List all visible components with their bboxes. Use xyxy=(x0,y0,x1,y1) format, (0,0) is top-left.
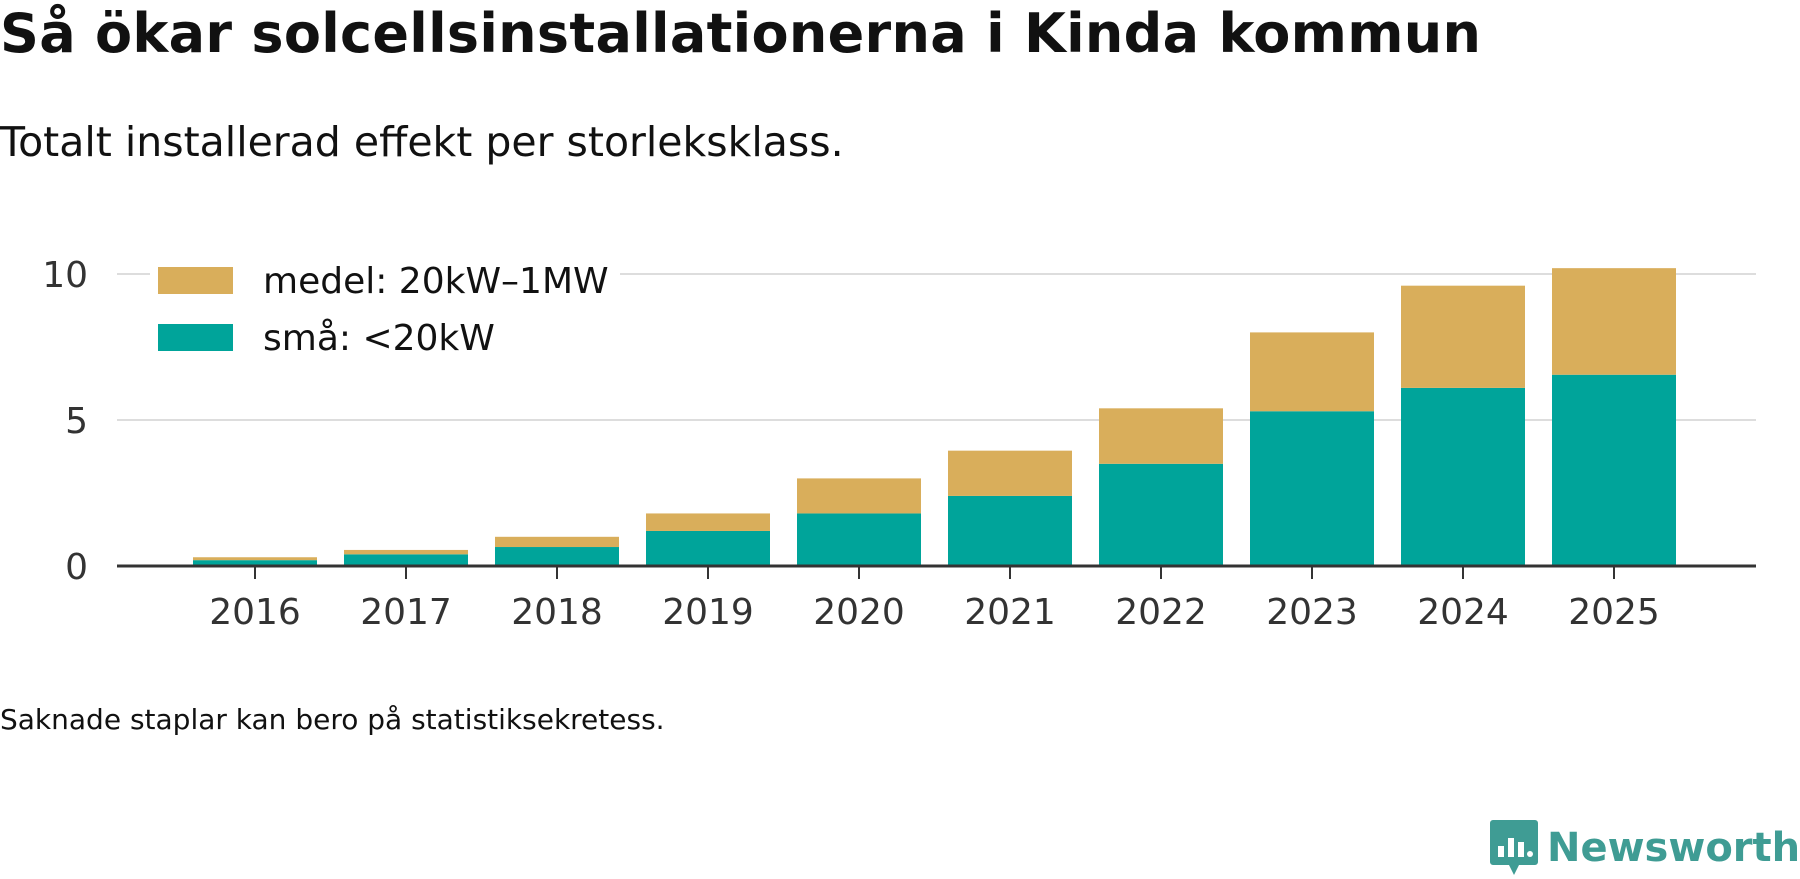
x-tick-label-2016: 2016 xyxy=(209,592,301,633)
bar-small-2019 xyxy=(646,531,770,566)
bar-small-2025 xyxy=(1552,375,1676,566)
bar-small-2017 xyxy=(344,554,468,566)
x-tick-label-2022: 2022 xyxy=(1115,592,1207,633)
x-tick-label-2018: 2018 xyxy=(511,592,603,633)
legend-swatch-medium xyxy=(158,267,233,294)
stacked-bar-chart: 0 5 10 2016 2017 2018 2019 2020 2021 2022 2023 2024… xyxy=(0,0,1800,680)
x-tick-label-2025: 2025 xyxy=(1568,592,1660,633)
bar-medium-2019 xyxy=(646,513,770,531)
bar-small-2018 xyxy=(495,547,619,566)
bar-medium-2017 xyxy=(344,550,468,554)
footnote: Saknade staplar kan bero på statistiksek… xyxy=(0,703,665,736)
bar-medium-2018 xyxy=(495,537,619,547)
bar-medium-2016 xyxy=(193,557,317,560)
bar-medium-2024 xyxy=(1401,286,1525,388)
newsworthy-logo: Newsworthy xyxy=(1489,818,1800,878)
bar-small-2024 xyxy=(1401,388,1525,566)
bar-small-2023 xyxy=(1250,411,1374,566)
x-tick-label-2020: 2020 xyxy=(813,592,905,633)
y-tick-label-10: 10 xyxy=(42,255,88,296)
y-tick-label-5: 5 xyxy=(65,401,88,442)
bar-small-2021 xyxy=(948,496,1072,566)
bar-medium-2023 xyxy=(1250,332,1374,411)
x-tick-label-2017: 2017 xyxy=(360,592,452,633)
bar-medium-2022 xyxy=(1099,408,1223,463)
legend-label-medium: medel: 20kW–1MW xyxy=(263,261,609,302)
newsworthy-logo-text: Newsworthy xyxy=(1547,825,1800,871)
bar-small-2022 xyxy=(1099,464,1223,566)
bar-medium-2020 xyxy=(797,478,921,513)
legend-label-small: små: <20kW xyxy=(263,318,495,359)
x-tick-label-2021: 2021 xyxy=(964,592,1056,633)
x-tick-label-2024: 2024 xyxy=(1417,592,1509,633)
y-tick-label-0: 0 xyxy=(65,547,88,588)
bar-medium-2025 xyxy=(1552,268,1676,375)
bar-medium-2021 xyxy=(948,451,1072,496)
newsworthy-logo-icon xyxy=(1489,818,1539,878)
bar-small-2020 xyxy=(797,513,921,566)
legend-swatch-small xyxy=(158,324,233,351)
x-tick-label-2023: 2023 xyxy=(1266,592,1358,633)
x-tick-label-2019: 2019 xyxy=(662,592,754,633)
